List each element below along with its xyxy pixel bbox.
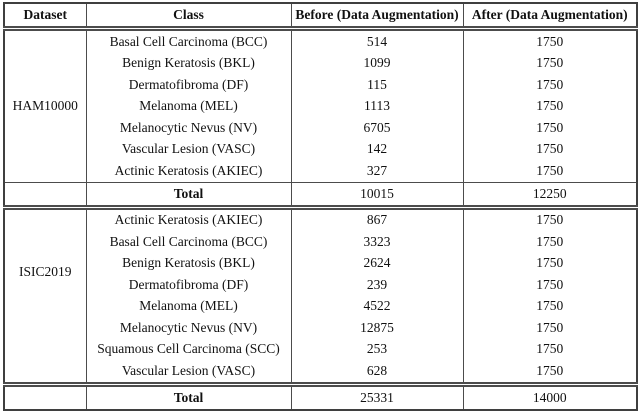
table-row: Melanoma (MEL) 4522 1750 (4, 295, 638, 317)
before-cell: 327 (290, 160, 464, 182)
col-header-before: Before (Data Augmentation) (290, 3, 464, 31)
class-cell: Vascular Lesion (VASC) (85, 360, 292, 384)
class-cell: Basal Cell Carcinoma (BCC) (85, 28, 292, 53)
class-cell: Melanoma (MEL) (85, 95, 292, 117)
class-cell: Melanoma (MEL) (85, 295, 292, 317)
after-cell: 1750 (462, 95, 638, 117)
table-row: Benign Keratosis (BKL) 1099 1750 (4, 52, 638, 74)
before-cell: 1113 (290, 95, 464, 117)
table-row: ISIC2019 Actinic Keratosis (AKIEC) 867 1… (3, 207, 638, 384)
table-row: Dermatofibroma (DF) 239 1750 (4, 274, 638, 296)
before-cell: 253 (290, 338, 464, 360)
class-cell: Squamous Cell Carcinoma (SCC) (85, 338, 292, 360)
after-cell: 1750 (462, 117, 638, 139)
after-cell: 1750 (462, 295, 638, 317)
table-row: Melanocytic Nevus (NV) 6705 1750 (4, 117, 638, 139)
dataset-label-ham10000: HAM10000 (3, 28, 87, 182)
dataset-label-text: ISIC2019 (18, 263, 72, 279)
before-cell: 514 (290, 28, 464, 53)
after-cell: 1750 (462, 317, 638, 339)
total-before-cell: 10015 (290, 181, 464, 210)
total-after-cell: 12250 (462, 181, 638, 210)
col-header-dataset: Dataset (3, 3, 87, 31)
augmentation-table: Dataset Class Before (Data Augmentation)… (3, 2, 638, 411)
after-cell: 1750 (462, 28, 638, 53)
after-cell: 1750 (462, 252, 638, 274)
after-cell: 1750 (462, 138, 638, 160)
table-row: Actinic Keratosis (AKIEC) 327 1750 (4, 160, 638, 182)
class-cell: Dermatofibroma (DF) (85, 74, 292, 96)
before-cell: 239 (290, 274, 464, 296)
table-row: HAM10000 Basal Cell Carcinoma (BCC) 514 … (3, 28, 638, 182)
class-cell: Melanocytic Nevus (NV) (85, 317, 292, 339)
after-cell: 1750 (462, 207, 638, 231)
after-cell: 1750 (462, 231, 638, 253)
total-before-cell: 25331 (290, 381, 464, 410)
before-cell: 4522 (290, 295, 464, 317)
total-row-ham10000: Total 10015 12250 (3, 181, 638, 210)
total-label: Total (85, 181, 292, 210)
table-row: Basal Cell Carcinoma (BCC) 3323 1750 (4, 231, 638, 253)
table-row: Melanocytic Nevus (NV) 12875 1750 (4, 317, 638, 339)
col-header-class: Class (85, 3, 292, 31)
class-cell: Benign Keratosis (BKL) (85, 252, 292, 274)
before-cell: 628 (290, 360, 464, 384)
header-row: Dataset Class Before (Data Augmentation)… (3, 3, 638, 31)
empty-dataset-cell (3, 181, 87, 210)
table-row: Benign Keratosis (BKL) 2624 1750 (4, 252, 638, 274)
table-row: Vascular Lesion (VASC) 142 1750 (4, 138, 638, 160)
dataset-label-isic2019: ISIC2019 (3, 207, 87, 384)
class-cell: Melanocytic Nevus (NV) (85, 117, 292, 139)
after-cell: 1750 (462, 52, 638, 74)
table-row: Vascular Lesion (VASC) 628 1750 (4, 360, 638, 384)
before-cell: 1099 (290, 52, 464, 74)
class-cell: Actinic Keratosis (AKIEC) (85, 207, 292, 231)
total-after-cell: 14000 (462, 381, 638, 410)
table-row: Squamous Cell Carcinoma (SCC) 253 1750 (4, 338, 638, 360)
col-header-after: After (Data Augmentation) (462, 3, 638, 31)
before-cell: 142 (290, 138, 464, 160)
before-cell: 12875 (290, 317, 464, 339)
class-cell: Benign Keratosis (BKL) (85, 52, 292, 74)
total-label: Total (85, 381, 292, 410)
after-cell: 1750 (462, 360, 638, 384)
class-cell: Dermatofibroma (DF) (85, 274, 292, 296)
before-cell: 867 (290, 207, 464, 231)
empty-dataset-cell (3, 381, 87, 410)
after-cell: 1750 (462, 74, 638, 96)
before-cell: 115 (290, 74, 464, 96)
after-cell: 1750 (462, 338, 638, 360)
table-row: Dermatofibroma (DF) 115 1750 (4, 74, 638, 96)
after-cell: 1750 (462, 274, 638, 296)
class-cell: Vascular Lesion (VASC) (85, 138, 292, 160)
after-cell: 1750 (462, 160, 638, 182)
total-row-isic2019: Total 25331 14000 (3, 381, 638, 410)
before-cell: 6705 (290, 117, 464, 139)
table-row: Melanoma (MEL) 1113 1750 (4, 95, 638, 117)
before-cell: 2624 (290, 252, 464, 274)
before-cell: 3323 (290, 231, 464, 253)
class-cell: Actinic Keratosis (AKIEC) (85, 160, 292, 182)
class-cell: Basal Cell Carcinoma (BCC) (85, 231, 292, 253)
